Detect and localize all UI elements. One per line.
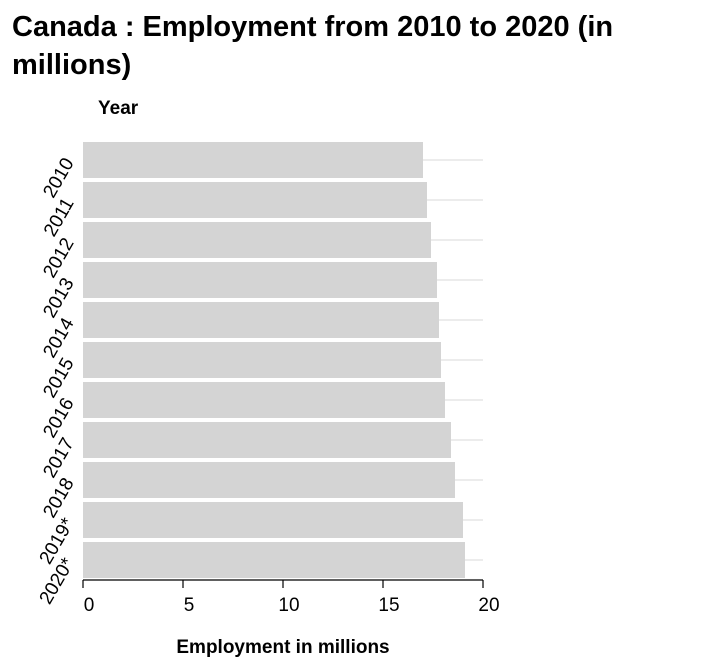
bar-2018 (83, 462, 455, 498)
x-axis-label: Employment in millions (176, 637, 389, 658)
bar-2015 (83, 342, 441, 378)
y-tick-label: 2016 (39, 395, 78, 442)
y-tick-label: 2018 (39, 475, 78, 522)
bar-2019 (83, 502, 463, 538)
bar-2014 (83, 302, 439, 338)
y-tick-label: 2011 (40, 195, 79, 241)
x-tick-label: 5 (184, 595, 195, 616)
bar-2013 (83, 262, 437, 298)
x-tick-labels: 0 5 10 15 20 (82, 580, 500, 616)
x-tick-label: 10 (278, 595, 299, 616)
y-tick-label: 2010 (39, 155, 78, 202)
bar-2020 (83, 542, 465, 578)
y-tick-label: 2013 (39, 275, 78, 322)
y-tick-label: 2012 (39, 235, 78, 282)
bar-2012 (83, 222, 431, 258)
y-axis-label: Year (98, 98, 139, 119)
x-tick-label: 0 (84, 595, 95, 616)
bar-2017 (83, 422, 451, 458)
chart-title: Canada : Employment from 2010 to 2020 (i… (12, 11, 614, 81)
y-tick-labels: 2010201120122013201420152016201720182019… (36, 155, 79, 609)
x-tick-label: 20 (478, 595, 499, 616)
y-tick-label: 2015 (39, 355, 78, 402)
y-tick-label: 2014 (39, 314, 79, 361)
bar-2011 (83, 182, 427, 218)
bar-2016 (83, 382, 445, 418)
y-tick-label: 2017 (39, 435, 78, 482)
bars (83, 142, 465, 578)
x-tick-label: 15 (378, 595, 399, 616)
bar-2010 (83, 142, 423, 178)
